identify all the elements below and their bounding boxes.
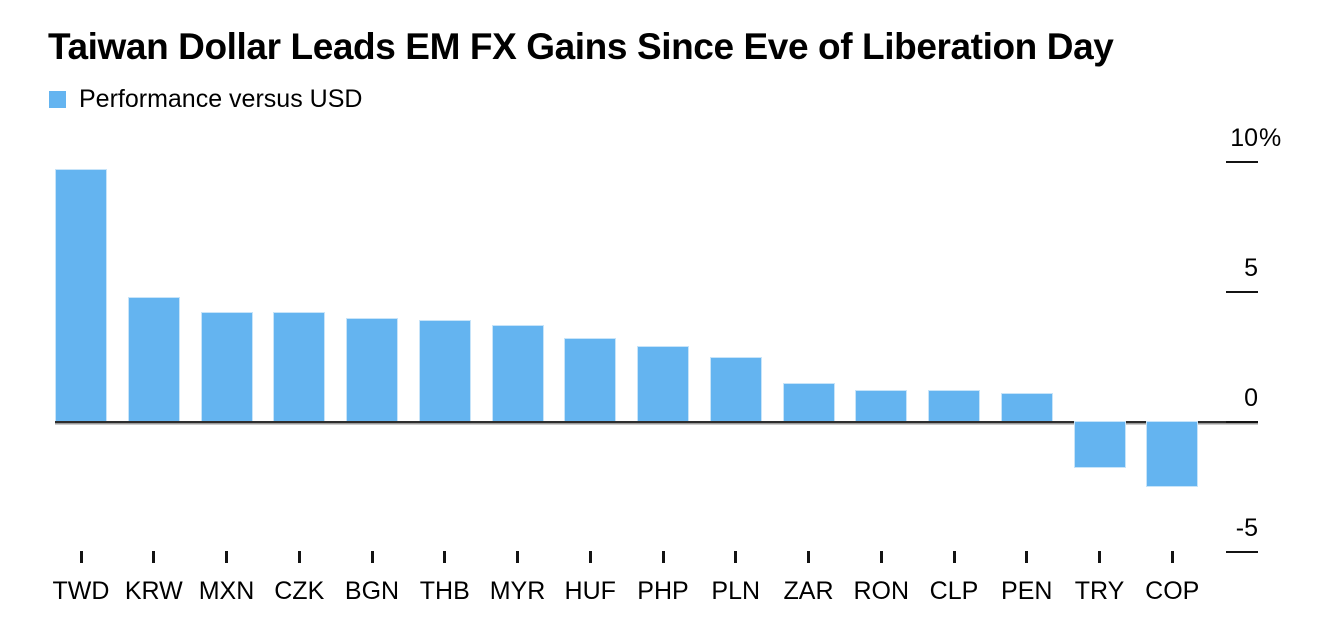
bar-thb [418,320,471,422]
x-axis-tick-myr [516,551,519,563]
bar-twd [55,169,107,422]
y-axis-tick-10 [1226,160,1258,163]
x-axis-label-ron: RON [853,577,910,605]
bar-clp [928,390,980,422]
bar-cop [1146,420,1199,487]
bar-pln [709,356,762,422]
x-axis-label-krw: KRW [124,577,183,605]
x-axis-label-cop: COP [1145,577,1200,605]
bar-pen [1000,392,1053,422]
bar-ron [855,390,908,422]
bar-czk [273,312,326,422]
bar-php [637,346,689,422]
x-axis-tick-zar [807,551,810,563]
x-axis-label-pln: PLN [711,577,761,605]
zero-axis-line [55,420,1258,423]
x-axis-tick-krw [152,551,156,563]
x-axis-tick-try [1098,551,1101,563]
x-axis-label-try: TRY [1074,577,1125,605]
y-axis-tick-5 [1226,290,1258,293]
x-axis-label-mxn: MXN [198,577,255,605]
x-axis-label-php: PHP [637,577,689,605]
bar-mxn [200,312,253,422]
y-axis-tick--5 [1226,550,1258,553]
x-axis-tick-php [661,551,665,563]
x-axis-tick-mxn [225,551,228,563]
bar-huf [564,338,617,422]
bar-zar [782,382,835,422]
x-axis-tick-pen [1025,551,1029,563]
x-axis-label-czk: CZK [274,577,325,605]
x-axis-label-twd: TWD [52,577,110,605]
x-axis-label-bgn: BGN [344,577,400,605]
x-axis-tick-pln [734,551,738,563]
y-axis-tick-0 [1226,420,1258,423]
legend-swatch-icon [49,91,66,108]
x-axis-tick-czk [297,551,301,563]
legend-label: Performance versus USD [79,85,363,113]
x-axis-label-myr: MYR [489,577,546,605]
x-axis-tick-bgn [370,551,374,563]
bar-myr [491,325,544,422]
x-axis-label-clp: CLP [929,577,979,605]
x-axis-tick-huf [588,551,592,563]
bar-bgn [346,317,398,422]
x-axis-label-pen: PEN [1001,577,1053,605]
x-axis-label-huf: HUF [564,577,616,605]
x-axis-label-zar: ZAR [783,577,834,605]
bar-krw [127,296,180,422]
x-axis-tick-cop [1170,551,1174,563]
x-axis-tick-clp [952,551,956,563]
x-axis-tick-ron [879,551,883,563]
x-axis-label-thb: THB [419,577,470,605]
x-axis-tick-twd [79,551,83,563]
bar-try [1073,420,1126,469]
legend: Performance versus USD [49,85,362,114]
x-axis-tick-thb [443,551,447,563]
chart-title: Taiwan Dollar Leads EM FX Gains Since Ev… [48,26,1114,67]
